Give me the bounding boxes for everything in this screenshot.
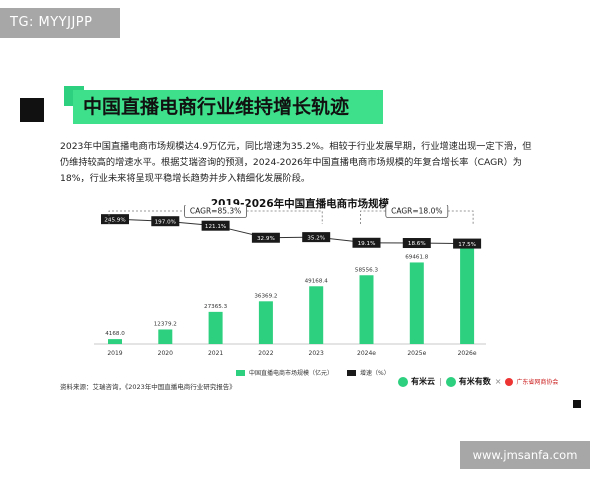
legend-item-bar: 中国直播电商市场规模（亿元） bbox=[236, 368, 333, 377]
growth-label-2020: 197.0% bbox=[155, 219, 176, 225]
logo-text-a: 有米云 bbox=[411, 377, 435, 386]
legend-item-line: 增速（%） bbox=[347, 368, 390, 377]
legend-label-line: 增速（%） bbox=[360, 370, 390, 377]
chart-title: 2019-2026年中国直播电商市场规模 bbox=[210, 198, 390, 210]
bar-2025e bbox=[409, 262, 424, 344]
bar-value-label-2020: 12379.2 bbox=[154, 321, 177, 327]
legend-swatch-bar bbox=[236, 369, 245, 376]
x-tick-label-2025e: 2025e bbox=[407, 350, 426, 357]
bar-value-label-2025e: 69461.8 bbox=[405, 254, 429, 260]
cagr-label-2: CAGR=18.0% bbox=[391, 207, 442, 216]
logo-times: × bbox=[494, 377, 502, 386]
growth-label-bg-2020 bbox=[151, 216, 180, 227]
bar-value-label-2022: 36369.2 bbox=[254, 293, 277, 299]
association-logo-icon bbox=[505, 377, 514, 386]
cagr-bracket-1 bbox=[108, 210, 323, 224]
title-decor-black-square bbox=[20, 98, 44, 122]
bar-2020 bbox=[158, 329, 173, 344]
partner-logos: 有米云 | 有米有数 × 广东省网商协会 bbox=[398, 376, 558, 387]
decor-black-square bbox=[573, 400, 581, 408]
bar-value-label-2024e: 58556.3 bbox=[355, 267, 379, 273]
bar-value-label-2019: 4168.0 bbox=[105, 331, 125, 337]
cagr-label-1: CAGR=85.3% bbox=[190, 207, 241, 216]
page-title: 中国直播电商行业维持增长轨迹 bbox=[73, 90, 383, 124]
cagr-bracket-2 bbox=[360, 210, 474, 224]
logo-text-b: 有米有数 bbox=[458, 377, 491, 386]
cagr-box-2 bbox=[385, 205, 449, 218]
growth-label-2021: 121.1% bbox=[205, 224, 226, 230]
bar-2024e bbox=[359, 275, 374, 344]
x-tick-label-2024e: 2024e bbox=[357, 350, 376, 357]
chart-legend: 中国直播电商市场规模（亿元） 增速（%） bbox=[236, 368, 404, 377]
youmi-data-logo-icon bbox=[445, 376, 456, 387]
x-tick-label-2021: 2021 bbox=[208, 350, 223, 357]
growth-label-bg-2019 bbox=[101, 214, 129, 225]
logo-divider: | bbox=[439, 377, 442, 386]
bar-value-label-2023: 49168.4 bbox=[305, 278, 329, 284]
bar-2019 bbox=[108, 339, 122, 344]
x-tick-label-2023: 2023 bbox=[309, 350, 324, 357]
legend-swatch-line bbox=[347, 369, 357, 376]
growth-label-bg-2023 bbox=[302, 232, 331, 243]
growth-label-2022: 32.9% bbox=[257, 236, 275, 242]
growth-label-bg-2024e bbox=[352, 237, 381, 248]
bar-2023 bbox=[309, 286, 324, 344]
bar-2026e bbox=[460, 248, 475, 344]
x-tick-label-2020: 2020 bbox=[158, 350, 173, 357]
growth-label-bg-2021 bbox=[201, 220, 230, 231]
legend-label-bar: 中国直播电商市场规模（亿元） bbox=[249, 370, 334, 377]
growth-label-2019: 245.9% bbox=[104, 217, 125, 223]
intro-paragraph: 2023年中国直播电商市场规模达4.9万亿元，同比增速为35.2%。相较于行业发… bbox=[60, 141, 532, 184]
bar-value-label-2021: 27365.3 bbox=[204, 304, 228, 310]
growth-label-bg-2022 bbox=[251, 232, 280, 243]
x-tick-label-2026e: 2026e bbox=[458, 350, 477, 357]
youmi-cloud-logo-icon bbox=[398, 376, 408, 387]
growth-label-bg-2025e bbox=[402, 238, 431, 249]
growth-label-2024e: 19.1% bbox=[358, 241, 376, 247]
x-tick-label-2019: 2019 bbox=[107, 350, 122, 357]
bar-2021 bbox=[208, 311, 223, 344]
growth-label-bg-2026e bbox=[453, 238, 482, 249]
growth-label-2025e: 18.6% bbox=[408, 241, 426, 247]
logo-text-c: 广东省网商协会 bbox=[516, 379, 559, 386]
x-tick-label-2022: 2022 bbox=[258, 350, 273, 357]
chart-svg: 4168.0 2019 245.9% 12379.2 2020 197.0% 27365.3… bbox=[94, 205, 486, 357]
growth-label-2023: 35.2% bbox=[307, 235, 325, 241]
source-note: 资料来源：艾瑞咨询，《2023年中国直播电商行业研究报告》 bbox=[60, 383, 236, 391]
corner-tag: TG: MYYJJPP bbox=[0, 8, 120, 38]
watermark: www.jmsanfa.com bbox=[460, 441, 590, 469]
cagr-box-1 bbox=[184, 205, 247, 218]
bar-2022 bbox=[258, 301, 273, 344]
growth-label-2026e: 17.5% bbox=[458, 242, 476, 248]
